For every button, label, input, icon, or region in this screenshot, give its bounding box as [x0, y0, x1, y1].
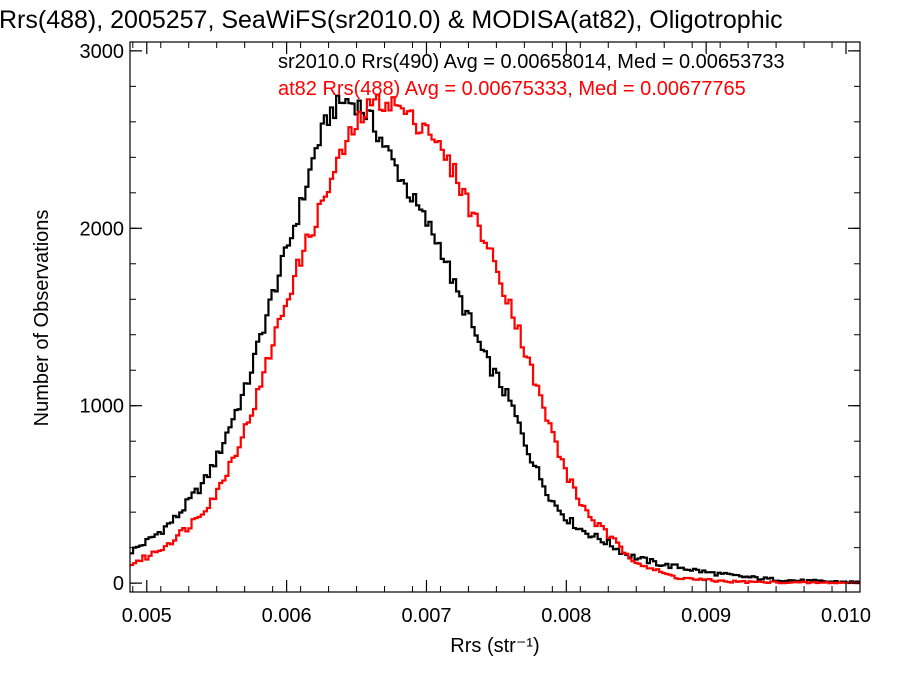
plot-frame [129, 41, 861, 593]
x-axis-label: Rrs (str⁻¹) [450, 635, 539, 657]
legend-at82: at82 Rrs(488) Avg = 0.00675333, Med = 0.… [278, 78, 746, 100]
x-tick-label: 0.005 [122, 605, 172, 627]
y-axis-label: Number of Observations [31, 210, 53, 427]
x-tick-label: 0.008 [541, 605, 591, 627]
y-tick-label: 0 [113, 573, 124, 595]
y-tick-label: 3000 [80, 41, 125, 63]
y-tick-label: 2000 [80, 218, 125, 240]
x-tick-label: 0.007 [401, 605, 451, 627]
y-tick-label: 1000 [80, 396, 125, 418]
legend-sr2010: sr2010.0 Rrs(490) Avg = 0.00658014, Med … [278, 51, 785, 73]
chart-title: Rrs(488), 2005257, SeaWiFS(sr2010.0) & M… [0, 6, 783, 34]
x-tick-label: 0.010 [821, 605, 871, 627]
series-line-sr2010.0 [130, 94, 861, 584]
series-line-at82 [130, 93, 861, 585]
x-tick-label: 0.006 [262, 605, 312, 627]
plot-area: 0.005 0.006 0.007 0.008 0.009 0.010 0 1000 2000 3… [80, 41, 872, 627]
x-tick-label: 0.009 [681, 605, 731, 627]
